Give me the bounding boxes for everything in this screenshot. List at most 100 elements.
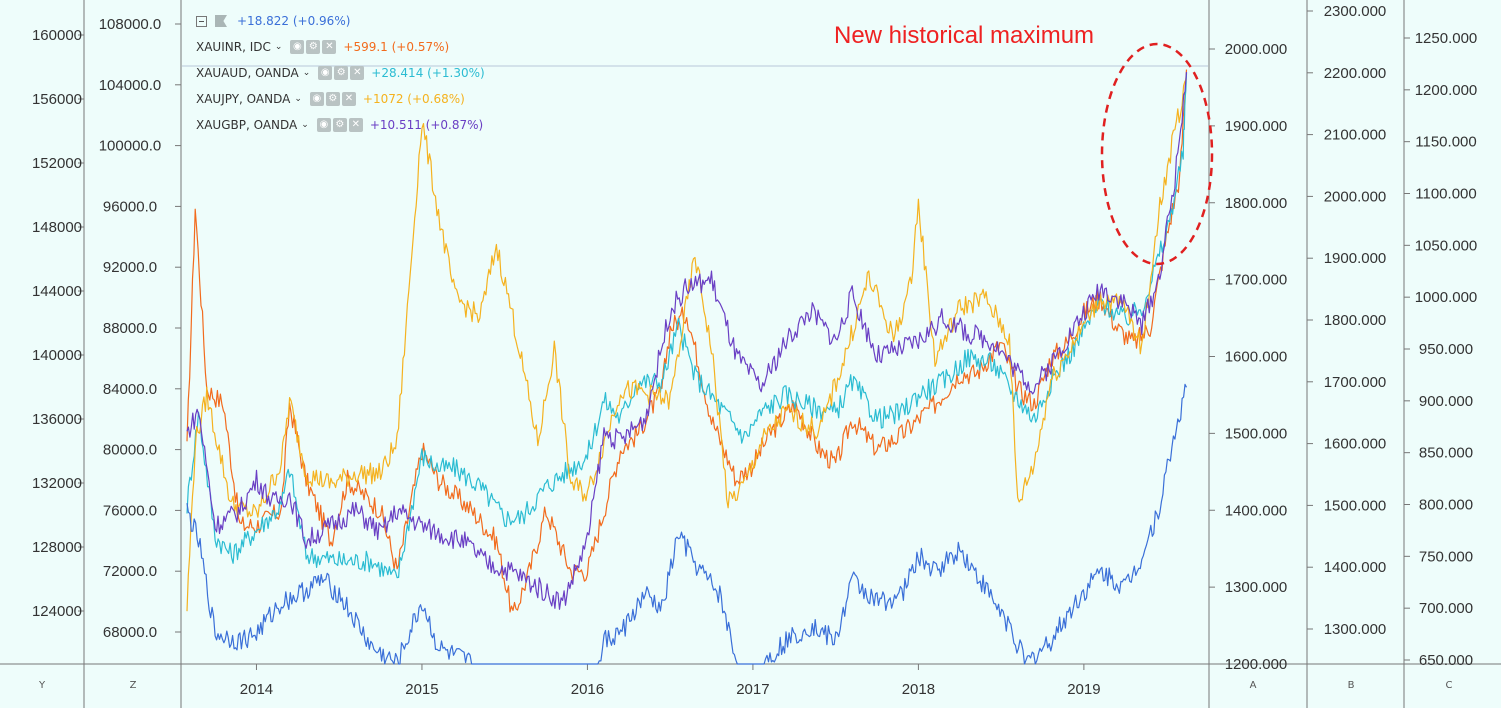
axis-tick-label: 1900.000 <box>1225 118 1288 135</box>
legend-series-value: +599.1 (+0.57%) <box>343 40 450 54</box>
series-line <box>186 79 1187 612</box>
axis-tick-label: 76000.0 <box>103 502 157 519</box>
axis-tick-label: 148000 <box>32 219 82 236</box>
axis-tick-label: 700.000 <box>1419 600 1473 617</box>
axis-tick-label: 1300.000 <box>1225 579 1288 596</box>
legend-row[interactable]: XAUGBP, OANDA ⌄ ◉ ⚙ ✕ +10.511 (+0.87%) <box>196 112 485 138</box>
axis-tick-label: 800.000 <box>1419 497 1473 514</box>
axis-tick-label: 2000.000 <box>1324 188 1387 205</box>
axis-tick-label: 950.000 <box>1419 341 1473 358</box>
chevron-down-icon[interactable]: ⌄ <box>302 68 311 78</box>
axis-tick-label: 100000.0 <box>99 138 162 155</box>
axis-tick-label: 128000 <box>32 539 82 556</box>
axis-tick-label: 1150.000 <box>1415 134 1476 151</box>
annotation-new-max: New historical maximum <box>834 22 1095 49</box>
series-buttons: ◉ ⚙ ✕ <box>309 92 356 106</box>
series-buttons: ◉ ⚙ ✕ <box>318 66 365 80</box>
highlight-ellipse <box>1100 42 1214 266</box>
axis-tick-label: 84000.0 <box>103 381 157 398</box>
axis-tick-label: 1800.000 <box>1324 312 1387 329</box>
eye-icon[interactable]: ◉ <box>290 40 305 54</box>
axis-tick-label: 750.000 <box>1419 548 1473 565</box>
axis-letter-y[interactable]: Y <box>38 680 46 691</box>
chevron-down-icon[interactable]: ⌄ <box>274 42 283 52</box>
axis-tick-label: 88000.0 <box>103 320 157 337</box>
series-buttons: ◉ ⚙ ✕ <box>316 118 363 132</box>
eye-icon[interactable]: ◉ <box>316 118 331 132</box>
legend-row[interactable]: XAUJPY, OANDA ⌄ ◉ ⚙ ✕ +1072 (+0.68%) <box>196 86 485 112</box>
axis-tick-label: 80000.0 <box>103 442 157 459</box>
legend-series-value: +1072 (+0.68%) <box>362 92 465 106</box>
gear-icon[interactable]: ⚙ <box>306 40 321 54</box>
axis-tick-label: 850.000 <box>1419 445 1473 462</box>
close-icon[interactable]: ✕ <box>341 92 356 106</box>
legend-row[interactable]: XAUINR, IDC ⌄ ◉ ⚙ ✕ +599.1 (+0.57%) <box>196 34 485 60</box>
axis-tick-label: 2000.000 <box>1225 41 1288 58</box>
axis-letter-z[interactable]: Z <box>129 680 137 691</box>
axis-tick-label: 96000.0 <box>103 198 157 215</box>
collapse-legend-icon[interactable] <box>196 15 207 27</box>
legend-main-value: +18.822 (+0.96%) <box>237 14 351 28</box>
legend-row[interactable]: XAUAUD, OANDA ⌄ ◉ ⚙ ✕ +28.414 (+1.30%) <box>196 60 485 86</box>
chevron-down-icon[interactable]: ⌄ <box>294 94 302 104</box>
series-buttons: ◉ ⚙ ✕ <box>290 40 337 54</box>
axis-tick-label: 1200.000 <box>1225 656 1288 673</box>
axis-tick-label: 1500.000 <box>1324 497 1387 514</box>
flag-icon[interactable] <box>215 15 227 27</box>
axis-tick-label: 2100.000 <box>1324 127 1387 144</box>
legend-rows: XAUINR, IDC ⌄ ◉ ⚙ ✕ +599.1 (+0.57%) XAUAUD, OA… <box>196 34 485 138</box>
legend-series-value: +10.511 (+0.87%) <box>369 118 484 132</box>
axis-tick-label: 1300.000 <box>1324 621 1387 638</box>
axis-tick-label: 156000 <box>32 91 82 108</box>
axis-tick-label: 104000.0 <box>99 77 162 94</box>
gear-icon[interactable]: ⚙ <box>334 66 349 80</box>
x-tick-label: 2018 <box>902 681 935 698</box>
axis-tick-label: 1050.000 <box>1415 237 1478 254</box>
axis-tick-label: 136000 <box>32 411 82 428</box>
axis-tick-label: 1700.000 <box>1324 374 1387 391</box>
axis-tick-label: 144000 <box>32 283 82 300</box>
axis-letter-c[interactable]: C <box>1445 680 1453 691</box>
gear-icon[interactable]: ⚙ <box>332 118 347 132</box>
axis-tick-label: 1100.000 <box>1415 186 1476 203</box>
legend-series-name: XAUAUD, OANDA <box>196 66 299 80</box>
axis-tick-label: 1000.000 <box>1415 289 1478 306</box>
axis-tick-label: 1200.000 <box>1415 82 1478 99</box>
eye-icon[interactable]: ◉ <box>309 92 324 106</box>
legend-series-name: XAUGBP, OANDA <box>196 118 298 132</box>
axis-tick-label: 1500.000 <box>1225 425 1288 442</box>
axis-tick-label: 152000 <box>32 155 82 172</box>
axis-letter-b[interactable]: B <box>1347 680 1355 691</box>
series-layer <box>186 69 1188 665</box>
legend: +18.822 (+0.96%) XAUINR, IDC ⌄ ◉ ⚙ ✕ +599.1 (… <box>196 8 485 138</box>
axis-tick-label: 72000.0 <box>103 563 157 580</box>
close-icon[interactable]: ✕ <box>350 66 365 80</box>
close-icon[interactable]: ✕ <box>322 40 337 54</box>
axis-tick-label: 900.000 <box>1419 393 1473 410</box>
axis-tick-label: 2200.000 <box>1324 65 1387 82</box>
axis-tick-label: 2300.000 <box>1324 3 1387 20</box>
x-tick-label: 2017 <box>736 681 769 698</box>
legend-main-row: +18.822 (+0.96%) <box>196 8 485 34</box>
series-line <box>186 383 1188 665</box>
axis-tick-label: 1400.000 <box>1324 559 1387 576</box>
series-line <box>186 72 1188 610</box>
axis-tick-label: 140000 <box>32 347 82 364</box>
axis-tick-label: 68000.0 <box>103 624 157 641</box>
axis-tick-label: 1600.000 <box>1324 436 1387 453</box>
x-tick-label: 2016 <box>571 681 604 698</box>
axis-tick-label: 124000 <box>32 603 82 620</box>
close-icon[interactable]: ✕ <box>348 118 363 132</box>
eye-icon[interactable]: ◉ <box>318 66 333 80</box>
axis-tick-label: 1400.000 <box>1225 502 1288 519</box>
chevron-down-icon[interactable]: ⌄ <box>301 120 309 130</box>
gear-icon[interactable]: ⚙ <box>325 92 340 106</box>
x-tick-label: 2014 <box>240 681 273 698</box>
axis-tick-label: 92000.0 <box>103 259 157 276</box>
axis-tick-label: 1700.000 <box>1225 272 1288 289</box>
axis-tick-label: 1900.000 <box>1324 250 1387 267</box>
axis-letter-a[interactable]: A <box>1249 680 1257 691</box>
